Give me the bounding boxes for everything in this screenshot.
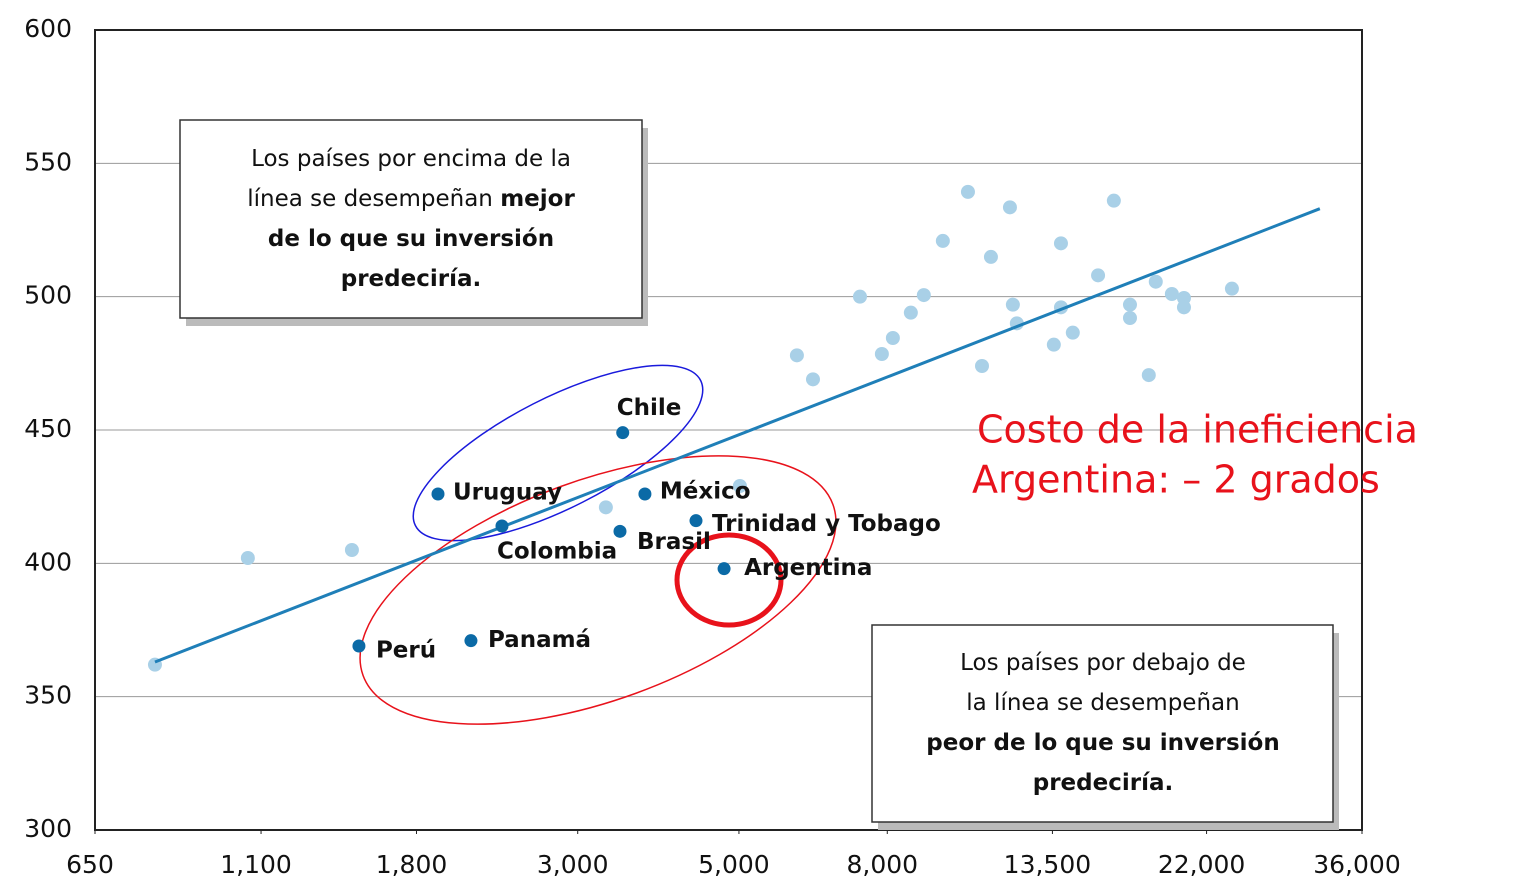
annotation-text: Los países por encima de la bbox=[251, 146, 571, 172]
x-tick-label: 36,000 bbox=[1313, 850, 1400, 879]
point bbox=[1122, 311, 1137, 325]
y-tick-label: 300 bbox=[24, 814, 72, 843]
point bbox=[613, 524, 627, 538]
point bbox=[717, 562, 731, 576]
point-label: Trinidad y Tobago bbox=[712, 511, 941, 537]
ellipse bbox=[359, 455, 837, 725]
point bbox=[874, 347, 889, 361]
point bbox=[1091, 268, 1106, 283]
point bbox=[689, 514, 703, 528]
annotation-part: Los países por debajo de bbox=[960, 650, 1246, 676]
point bbox=[983, 249, 998, 264]
y-tick-label: 350 bbox=[24, 681, 72, 710]
point bbox=[903, 305, 918, 320]
annotation-text: predeciría. bbox=[341, 266, 481, 292]
annotation-box bbox=[871, 624, 1334, 823]
x-tick-label: 5,000 bbox=[698, 850, 770, 879]
annotation-bold: predeciría. bbox=[1033, 770, 1173, 796]
point bbox=[1065, 325, 1080, 340]
point bbox=[464, 634, 478, 648]
point bbox=[916, 288, 931, 303]
annotation-boxes bbox=[179, 119, 1339, 830]
ellipse bbox=[412, 364, 704, 542]
point bbox=[732, 479, 747, 493]
point bbox=[431, 487, 445, 501]
annotation-text: línea se desempeñan mejor bbox=[247, 186, 575, 212]
annotation-part: la línea se desempeñan bbox=[966, 690, 1239, 716]
point bbox=[805, 372, 820, 387]
point bbox=[1148, 274, 1163, 289]
point bbox=[1141, 368, 1156, 383]
x-tick-label: 22,000 bbox=[1158, 850, 1245, 879]
point bbox=[1002, 200, 1017, 215]
x-tick-label: 8,000 bbox=[846, 850, 918, 879]
plot-frame bbox=[94, 29, 1363, 831]
y-tick-label: 400 bbox=[24, 547, 72, 576]
point bbox=[616, 426, 630, 440]
point-label: Panamá bbox=[488, 627, 591, 653]
annotation-text: la línea se desempeñan bbox=[966, 690, 1239, 716]
y-tick-label: 450 bbox=[24, 414, 72, 443]
annotation-part: Los países por encima de la bbox=[251, 146, 571, 172]
y-tick-label: 600 bbox=[24, 14, 72, 43]
point bbox=[240, 551, 255, 565]
x-tick-label: 1,800 bbox=[376, 850, 448, 879]
point bbox=[1176, 300, 1191, 315]
x-tick-label: 13,500 bbox=[1004, 850, 1091, 879]
point bbox=[344, 543, 359, 557]
annotation-bold: mejor bbox=[500, 186, 575, 212]
x-tick-label: 3,000 bbox=[537, 850, 609, 879]
annotation-text: predeciría. bbox=[1033, 770, 1173, 796]
trend-line bbox=[154, 207, 1321, 664]
ellipse bbox=[674, 532, 784, 628]
point bbox=[638, 487, 652, 501]
point bbox=[885, 331, 900, 345]
point-label: Perú bbox=[376, 638, 436, 664]
point bbox=[852, 289, 867, 304]
point bbox=[1224, 281, 1239, 296]
point-label: Brasil bbox=[637, 529, 711, 555]
point bbox=[975, 359, 990, 373]
note: Costo de la ineficiencia bbox=[977, 408, 1418, 452]
highlight-shapes bbox=[359, 364, 837, 725]
point bbox=[1053, 236, 1068, 251]
y-tick-label: 550 bbox=[24, 147, 72, 176]
annotation-box bbox=[179, 119, 643, 319]
point-label: México bbox=[660, 479, 751, 505]
point bbox=[1122, 297, 1137, 312]
annotation-text: Los países por debajo de bbox=[960, 650, 1246, 676]
point bbox=[789, 348, 804, 363]
point bbox=[598, 500, 613, 515]
point bbox=[1005, 297, 1020, 312]
point bbox=[1164, 287, 1179, 301]
annotation-bold: peor de lo que su inversión bbox=[926, 730, 1279, 756]
annotation-part: línea se desempeñan bbox=[247, 186, 500, 212]
annotation-bold: predeciría. bbox=[341, 266, 481, 292]
point bbox=[352, 639, 366, 653]
point bbox=[960, 184, 975, 199]
point bbox=[495, 519, 509, 533]
point bbox=[1046, 337, 1061, 352]
point-label: Uruguay bbox=[453, 480, 562, 506]
point-label: Chile bbox=[617, 395, 682, 421]
point bbox=[1106, 193, 1121, 208]
note: Argentina: – 2 grados bbox=[972, 458, 1380, 502]
annotation-text: de lo que su inversión bbox=[268, 226, 554, 252]
point-label: Argentina bbox=[744, 555, 872, 581]
x-tick-label: 1,100 bbox=[220, 850, 292, 879]
point-label: Colombia bbox=[497, 539, 617, 565]
x-tick-label: 650 bbox=[66, 850, 114, 879]
annotation-bold: de lo que su inversión bbox=[268, 226, 554, 252]
y-tick-label: 500 bbox=[24, 281, 72, 310]
point bbox=[935, 233, 950, 248]
annotation-text: peor de lo que su inversión bbox=[926, 730, 1279, 756]
